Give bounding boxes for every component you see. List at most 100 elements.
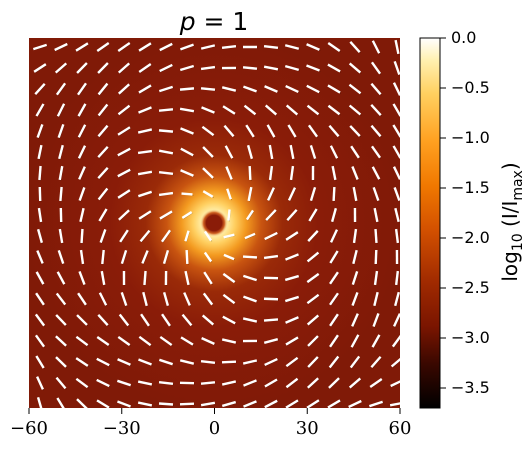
polarization-vector: [329, 229, 339, 243]
polarization-vector-edge: [287, 210, 298, 222]
polarization-vector: [284, 44, 300, 50]
polarization-vector: [117, 189, 131, 199]
polarization-vector: [97, 82, 109, 96]
polarization-vector: [158, 380, 174, 386]
polarization-vector: [352, 249, 358, 265]
polarization-vector: [328, 355, 340, 369]
polarization-vector: [179, 64, 195, 72]
polarization-vector: [307, 124, 319, 138]
polarization-vector-edge: [37, 104, 45, 118]
polarization-vector: [223, 124, 235, 138]
polarization-vector-edge: [308, 378, 320, 389]
polarization-vector: [348, 377, 362, 389]
polarization-vector: [180, 43, 194, 51]
polarization-vector: [97, 167, 109, 179]
polarization-vector: [55, 335, 67, 347]
polarization-vector-edge: [118, 170, 132, 178]
polarization-vector: [159, 210, 173, 220]
polarization-vector: [80, 228, 84, 244]
polarization-vector: [370, 61, 382, 75]
polarization-vector: [222, 272, 236, 284]
polarization-vector: [330, 207, 338, 223]
central-hole-core: [206, 215, 222, 231]
polarization-vector: [348, 62, 362, 74]
polarization-vector: [264, 231, 278, 241]
polarization-vector: [202, 167, 214, 179]
polarization-vector: [306, 64, 320, 72]
polarization-vector: [185, 249, 189, 265]
polarization-vector: [158, 358, 174, 366]
polarization-vector: [267, 187, 275, 201]
colorbar-gradient: [419, 37, 441, 409]
polarization-vector: [268, 144, 274, 160]
polarization-vector: [140, 313, 150, 327]
polarization-vector: [179, 87, 195, 91]
polarization-vector: [119, 229, 129, 243]
polarization-vector: [158, 170, 174, 176]
polarization-vector-edge: [247, 211, 255, 221]
polarization-vector: [138, 210, 152, 220]
polarization-vector: [285, 356, 299, 368]
polarization-vector: [308, 208, 318, 222]
polarization-vector: [374, 228, 378, 244]
polarization-vector: [393, 60, 400, 76]
polarization-vector: [329, 313, 339, 327]
polarization-vector-edge: [160, 212, 174, 220]
polarization-vector-edge: [79, 104, 87, 118]
polarization-vector: [351, 313, 359, 327]
polarization-vector: [306, 293, 320, 305]
polarization-vector: [392, 166, 400, 180]
polarization-vector: [242, 66, 258, 70]
polarization-vector-edge: [139, 43, 153, 52]
polarization-vector: [36, 124, 44, 138]
colorbar-tick-label: −0.5: [451, 78, 490, 97]
polarization-vector: [34, 83, 46, 95]
polarization-vector-edge: [119, 84, 131, 95]
polarization-vector-edge: [139, 64, 152, 74]
polarization-vector: [75, 357, 89, 367]
colorbar-tick-label: 0.0: [451, 28, 476, 47]
polarization-vector-edge: [330, 335, 340, 348]
polarization-vector: [55, 356, 67, 368]
polarization-vector: [394, 207, 400, 223]
polarization-vector: [37, 144, 43, 160]
colorbar-ticks: 0.0 −0.5 −1.0 −1.5 −2.0 −2.5 −3.0 −3.5: [440, 28, 490, 397]
polarization-vector: [242, 274, 258, 282]
polarization-vector: [221, 380, 237, 386]
polarization-vector-edge: [349, 401, 363, 408]
polarization-vector-edge: [351, 357, 361, 369]
polarization-vector-edge: [372, 357, 382, 369]
polarization-vector: [221, 45, 237, 49]
polarization-vector: [77, 124, 87, 138]
polarization-vector: [77, 103, 87, 117]
polarization-vector-edge: [308, 274, 320, 284]
polarization-vector: [266, 124, 276, 138]
polarization-vector: [265, 209, 277, 221]
polarization-vector: [138, 84, 152, 94]
polarization-vector: [138, 42, 152, 52]
polarization-vector: [248, 165, 252, 181]
polarization-vector: [203, 271, 213, 285]
polarization-vector: [221, 86, 237, 92]
polarization-vector-edge: [99, 126, 109, 138]
polarization-vector: [202, 292, 214, 306]
polarization-vector: [329, 250, 339, 264]
polarization-vector: [54, 42, 68, 52]
polarization-vector: [307, 335, 319, 347]
polarization-vector: [202, 190, 214, 198]
polarization-vector: [76, 314, 88, 326]
polarization-vector-edge: [99, 189, 109, 201]
polarization-vector: [75, 335, 89, 347]
polarization-vector: [285, 84, 299, 94]
polarization-vector: [56, 397, 65, 408]
polarization-vector: [120, 249, 128, 265]
polarization-vector: [179, 402, 195, 406]
polarization-vector-edge: [100, 209, 108, 223]
polarization-vector: [200, 65, 216, 71]
polarization-vector: [306, 84, 320, 94]
polarization-vector: [184, 270, 190, 286]
polarization-vector: [309, 144, 317, 160]
polarization-vector: [246, 144, 254, 160]
polarization-vector-edge: [329, 401, 342, 408]
polarization-vector: [263, 338, 279, 344]
